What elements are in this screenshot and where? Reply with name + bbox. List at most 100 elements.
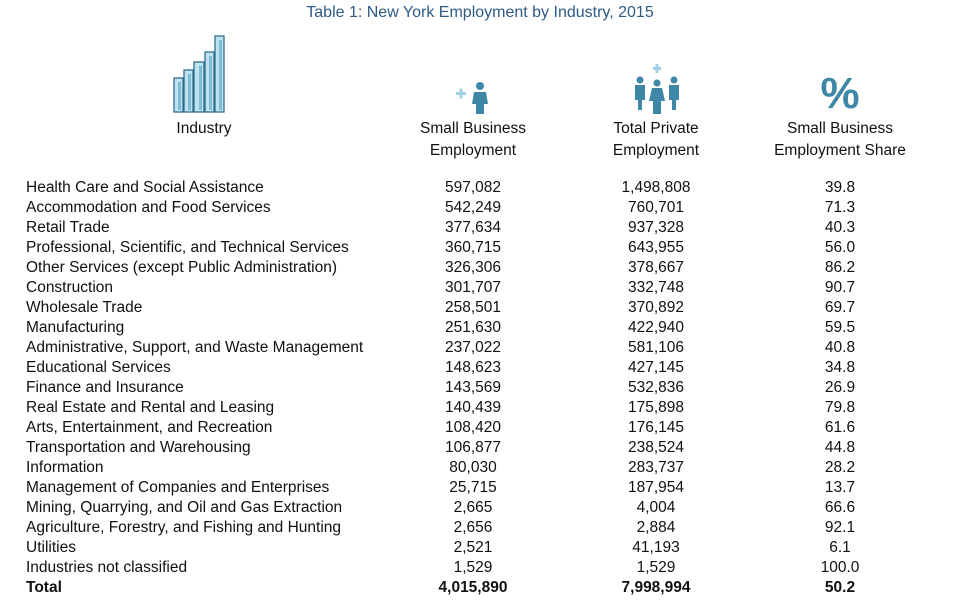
header-line-1: Small Business <box>787 120 893 137</box>
share-cell: 86.2 <box>824 259 856 276</box>
table-row: Information 80,030 283,737 28.2 <box>0 458 977 478</box>
share-cell: 69.7 <box>824 299 856 316</box>
industry-cell: Retail Trade <box>26 219 110 236</box>
share-cell: 34.8 <box>824 359 856 376</box>
share-cell: 40.3 <box>824 219 856 236</box>
industry-cell: Agriculture, Forestry, and Fishing and H… <box>26 519 342 536</box>
small-business-share-column-header: Small Business Employment Share <box>760 118 920 162</box>
share-cell: 40.8 <box>824 339 856 356</box>
table-row: Other Services (except Public Administra… <box>0 258 977 278</box>
industry-cell: Information <box>26 459 104 476</box>
share-cell: 56.0 <box>824 239 856 256</box>
small-business-cell: 106,877 <box>444 439 502 456</box>
table-row: Wholesale Trade 258,501 370,892 69.7 <box>0 298 977 318</box>
industry-cell: Real Estate and Rental and Leasing <box>26 399 275 416</box>
share-cell: 66.6 <box>824 499 856 516</box>
header-label: Industry <box>176 120 232 137</box>
header-line-2: Employment <box>429 142 517 159</box>
total-share-cell: 50.2 <box>824 579 856 596</box>
small-business-cell: 542,249 <box>444 199 502 216</box>
small-business-cell: 1,529 <box>453 559 493 576</box>
table-row: Administrative, Support, and Waste Manag… <box>0 338 977 358</box>
header-line-2: Employment Share <box>774 142 906 159</box>
small-business-cell: 2,656 <box>453 519 493 536</box>
table-row: Utilities 2,521 41,193 6.1 <box>0 538 977 558</box>
total-private-cell: 378,667 <box>627 259 685 276</box>
share-cell: 13.7 <box>824 479 856 496</box>
table-row: Industries not classified 1,529 1,529 10… <box>0 558 977 578</box>
industry-cell: Other Services (except Public Administra… <box>26 259 337 276</box>
share-cell: 59.5 <box>824 319 856 336</box>
small-business-cell: 597,082 <box>444 179 502 196</box>
total-private-cell: 581,106 <box>627 339 685 356</box>
total-label: Total <box>26 579 62 596</box>
total-private-cell: 332,748 <box>627 279 685 296</box>
table-caption: Table 1: New York Employment by Industry… <box>306 4 654 21</box>
table-row: Manufacturing 251,630 422,940 59.5 <box>0 318 977 338</box>
table-row: Retail Trade 377,634 937,328 40.3 <box>0 218 977 238</box>
industry-cell: Administrative, Support, and Waste Manag… <box>26 339 364 356</box>
industry-cell: Arts, Entertainment, and Recreation <box>26 419 273 436</box>
total-private-cell: 422,940 <box>627 319 685 336</box>
industry-cell: Construction <box>26 279 114 296</box>
industry-column-header: Industry <box>144 118 264 140</box>
share-cell: 90.7 <box>824 279 856 296</box>
total-private-cell: 4,004 <box>636 499 676 516</box>
total-private-cell: 2,884 <box>636 519 676 536</box>
small-business-cell: 143,569 <box>444 379 502 396</box>
table-row: Health Care and Social Assistance 597,08… <box>0 178 977 198</box>
industry-cell: Wholesale Trade <box>26 299 143 316</box>
buildings-icon <box>173 35 225 113</box>
total-private-cell: 1,529 <box>636 559 676 576</box>
group-of-people-plus-icon <box>635 64 679 114</box>
table-row: Finance and Insurance 143,569 532,836 26… <box>0 378 977 398</box>
total-small-business-cell: 4,015,890 <box>438 579 508 596</box>
small-business-employment-column-header: Small Business Employment <box>400 118 546 162</box>
industry-cell: Transportation and Warehousing <box>26 439 251 456</box>
table-row: Real Estate and Rental and Leasing 140,4… <box>0 398 977 418</box>
header-line-1: Small Business <box>420 120 526 137</box>
small-business-cell: 2,665 <box>453 499 493 516</box>
small-business-cell: 258,501 <box>444 299 502 316</box>
small-business-cell: 360,715 <box>444 239 502 256</box>
total-private-cell: 1,498,808 <box>621 179 691 196</box>
share-cell: 28.2 <box>824 459 856 476</box>
small-business-cell: 25,715 <box>449 479 497 496</box>
share-cell: 92.1 <box>824 519 856 536</box>
small-business-cell: 377,634 <box>444 219 502 236</box>
total-private-cell: 643,955 <box>627 239 685 256</box>
share-cell: 100.0 <box>820 559 860 576</box>
share-cell: 44.8 <box>824 439 856 456</box>
industry-cell: Accommodation and Food Services <box>26 199 271 216</box>
small-business-cell: 326,306 <box>444 259 502 276</box>
total-private-cell: 187,954 <box>627 479 685 496</box>
share-cell: 26.9 <box>824 379 856 396</box>
total-private-cell: 937,328 <box>627 219 685 236</box>
small-business-cell: 2,521 <box>453 539 493 556</box>
single-person-plus-icon <box>456 82 488 114</box>
small-business-cell: 140,439 <box>444 399 502 416</box>
total-private-cell: 427,145 <box>627 359 685 376</box>
industry-cell: Health Care and Social Assistance <box>26 179 264 196</box>
small-business-cell: 237,022 <box>444 339 502 356</box>
table-row: Mining, Quarrying, and Oil and Gas Extra… <box>0 498 977 518</box>
small-business-cell: 251,630 <box>444 319 502 336</box>
total-private-cell: 283,737 <box>627 459 685 476</box>
small-business-cell: 301,707 <box>444 279 502 296</box>
table-row: Professional, Scientific, and Technical … <box>0 238 977 258</box>
table-row: Arts, Entertainment, and Recreation 108,… <box>0 418 977 438</box>
total-row: Total 4,015,890 7,998,994 50.2 <box>0 578 977 598</box>
table-row: Accommodation and Food Services 542,249 … <box>0 198 977 218</box>
share-cell: 71.3 <box>824 199 856 216</box>
total-private-employment-column-header: Total Private Employment <box>583 118 729 162</box>
share-cell: 39.8 <box>824 179 856 196</box>
share-cell: 6.1 <box>829 539 851 556</box>
total-private-cell: 370,892 <box>627 299 685 316</box>
total-private-cell: 238,524 <box>627 439 685 456</box>
small-business-cell: 108,420 <box>444 419 502 436</box>
percent-icon: % <box>820 69 860 118</box>
table-row: Management of Companies and Enterprises … <box>0 478 977 498</box>
table-row: Agriculture, Forestry, and Fishing and H… <box>0 518 977 538</box>
industry-cell: Professional, Scientific, and Technical … <box>26 239 349 256</box>
industry-cell: Finance and Insurance <box>26 379 184 396</box>
